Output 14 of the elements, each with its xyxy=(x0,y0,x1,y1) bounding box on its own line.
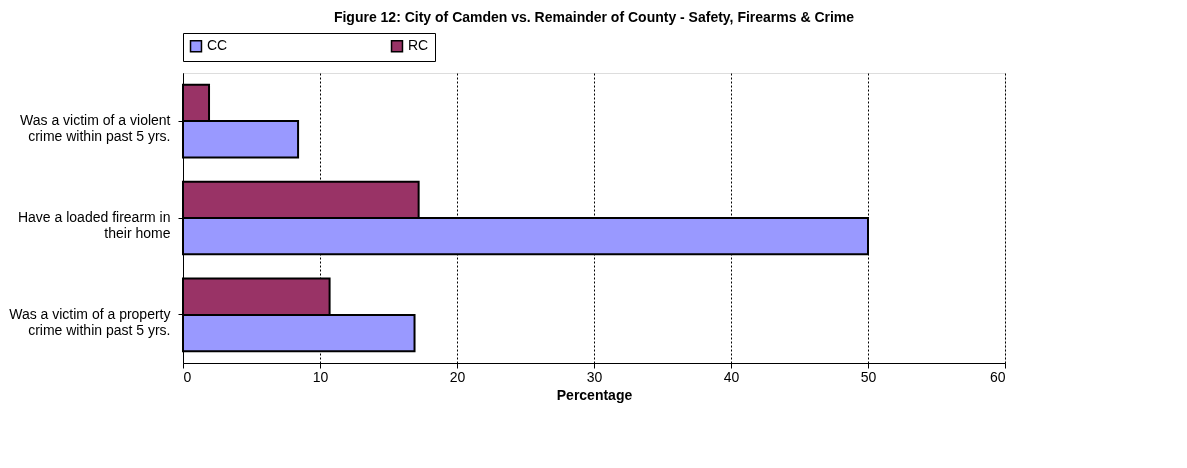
x-tick-label: 0 xyxy=(183,368,192,385)
x-tick-label: 30 xyxy=(586,368,603,385)
x-tick-label: 40 xyxy=(723,368,740,385)
legend-label: RC xyxy=(408,37,429,54)
x-axis-title: Percentage xyxy=(556,386,633,403)
x-tick-label: 10 xyxy=(312,368,329,385)
x-tick-label: 20 xyxy=(449,368,466,385)
chart-title: Figure 12: City of Camden vs. Remainder of County - Safety, Firearms & Crime xyxy=(333,8,855,25)
y-tick-label: Was a victim of a property crime within past 5 yrs. xyxy=(9,305,171,338)
x-tick-label: 60 xyxy=(989,368,1006,385)
x-tick-label: 50 xyxy=(860,368,877,385)
y-tick-label: Was a victim of a violent crime within past 5 yrs. xyxy=(20,112,171,145)
legend-label: CC xyxy=(207,37,228,54)
y-tick-label: Have a loaded firearm in their home xyxy=(17,209,171,241)
